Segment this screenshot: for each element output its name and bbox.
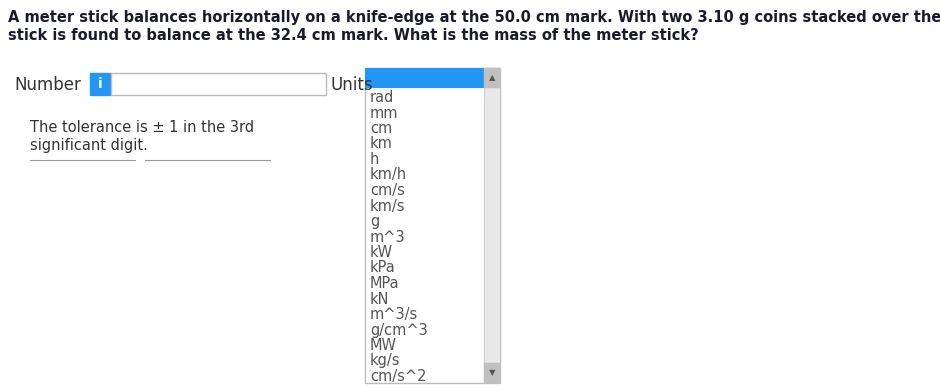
FancyBboxPatch shape bbox=[111, 73, 326, 95]
Text: kPa: kPa bbox=[370, 260, 396, 275]
FancyBboxPatch shape bbox=[90, 73, 110, 95]
Text: i: i bbox=[98, 77, 102, 91]
Text: h: h bbox=[370, 152, 380, 167]
Text: km/s: km/s bbox=[370, 199, 405, 213]
Text: MW: MW bbox=[370, 338, 397, 353]
FancyBboxPatch shape bbox=[484, 363, 500, 383]
FancyBboxPatch shape bbox=[365, 68, 484, 88]
Text: Number: Number bbox=[14, 76, 81, 94]
Text: kN: kN bbox=[370, 291, 389, 307]
Text: kW: kW bbox=[370, 245, 393, 260]
Text: km/h: km/h bbox=[370, 168, 407, 182]
Text: A meter stick balances horizontally on a knife-edge at the 50.0 cm mark. With tw: A meter stick balances horizontally on a… bbox=[8, 10, 940, 25]
FancyBboxPatch shape bbox=[365, 68, 500, 383]
Text: g/cm^3: g/cm^3 bbox=[370, 322, 428, 338]
FancyBboxPatch shape bbox=[484, 68, 500, 383]
Text: MPa: MPa bbox=[370, 276, 400, 291]
Text: ▲: ▲ bbox=[489, 73, 495, 83]
Text: cm/s: cm/s bbox=[370, 183, 405, 198]
Text: cm/s^2: cm/s^2 bbox=[370, 369, 427, 384]
Text: ▼: ▼ bbox=[489, 369, 495, 378]
Text: g: g bbox=[370, 214, 379, 229]
Text: Units: Units bbox=[330, 76, 372, 94]
Text: mm: mm bbox=[370, 106, 399, 121]
Text: stick is found to balance at the 32.4 cm mark. What is the mass of the meter sti: stick is found to balance at the 32.4 cm… bbox=[8, 28, 698, 43]
Text: The tolerance is ± 1 in the 3rd: The tolerance is ± 1 in the 3rd bbox=[30, 120, 254, 135]
Text: m^3: m^3 bbox=[370, 229, 406, 244]
Text: rad: rad bbox=[370, 90, 395, 105]
Text: km: km bbox=[370, 137, 393, 151]
Text: significant digit.: significant digit. bbox=[30, 138, 148, 153]
Text: kg/s: kg/s bbox=[370, 353, 400, 369]
Text: m^3/s: m^3/s bbox=[370, 307, 418, 322]
Text: cm: cm bbox=[370, 121, 392, 136]
FancyBboxPatch shape bbox=[484, 68, 500, 88]
